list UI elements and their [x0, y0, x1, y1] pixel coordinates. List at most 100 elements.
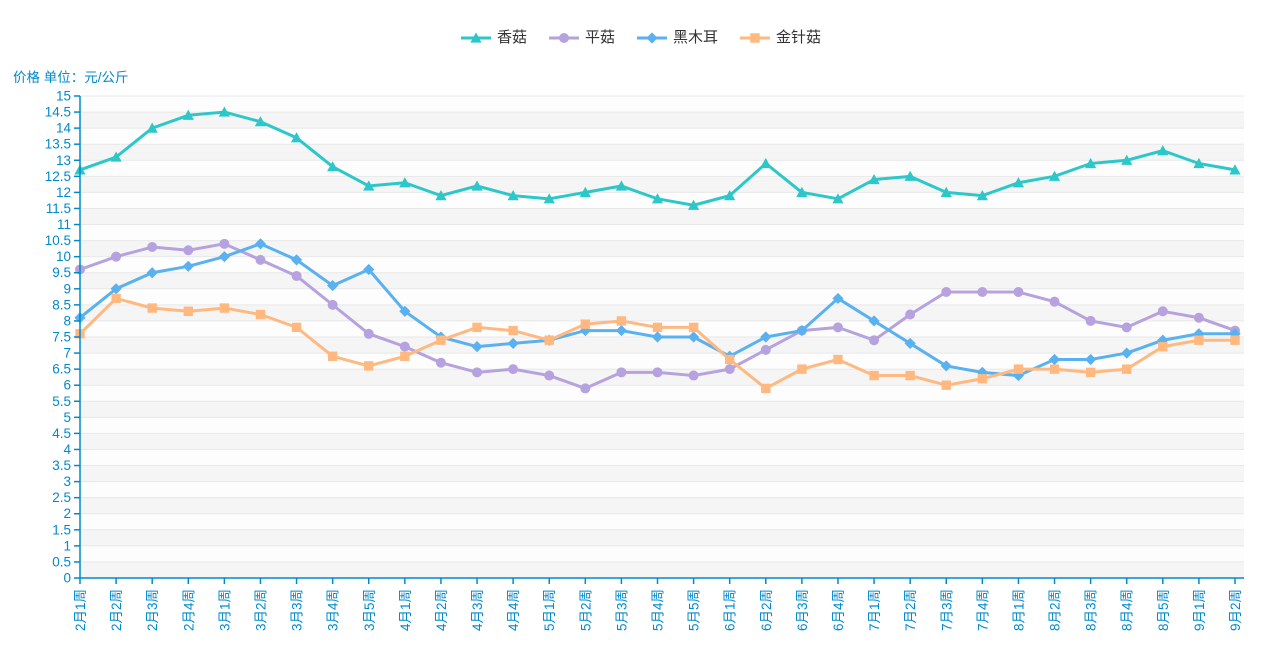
data-point-diamond	[1229, 328, 1241, 340]
data-point-circle	[147, 242, 158, 253]
data-point-square	[977, 374, 988, 384]
x-tick-label: 5月1周	[542, 589, 557, 631]
legend-item-4[interactable]: 金针菇	[740, 30, 821, 45]
y-tick-label: 9.5	[52, 265, 71, 280]
data-point-triangle	[110, 151, 122, 162]
data-point-square	[436, 335, 446, 345]
data-point-circle	[941, 287, 952, 298]
x-tick-label: 5月3周	[614, 589, 629, 631]
x-tick-label: 4月1周	[398, 589, 413, 631]
data-point-square	[327, 351, 338, 361]
data-point-diamond	[1193, 328, 1205, 340]
data-point-circle	[977, 287, 988, 298]
data-point-circle	[652, 367, 663, 378]
data-point-circle	[724, 364, 735, 375]
data-point-square	[1230, 335, 1240, 345]
x-tick-label: 3月3周	[290, 589, 305, 631]
data-point-circle	[1121, 322, 1132, 333]
data-point-diamond	[254, 238, 267, 250]
split-area-band	[80, 240, 1244, 257]
x-tick-label: 2月3周	[145, 589, 160, 631]
data-point-triangle	[327, 161, 339, 172]
data-point-triangle	[1229, 164, 1241, 175]
y-tick-label: 8	[63, 313, 71, 328]
y-tick-label: 6	[63, 378, 71, 393]
data-point-square	[905, 370, 915, 381]
data-point-diamond	[507, 337, 519, 350]
y-tick-label: 14.5	[45, 105, 71, 120]
data-point-square	[688, 322, 699, 333]
data-point-circle	[472, 367, 483, 378]
data-point-triangle	[1121, 154, 1133, 165]
data-point-diamond	[363, 263, 375, 276]
split-area-band	[80, 401, 1244, 418]
data-point-diamond	[796, 324, 808, 337]
y-tick-label: 3.5	[52, 458, 71, 473]
data-point-circle	[869, 335, 880, 346]
data-point-triangle	[1085, 157, 1097, 169]
data-point-triangle	[146, 122, 158, 133]
data-point-circle	[616, 367, 627, 378]
data-point-circle	[111, 251, 122, 262]
legend-item-3[interactable]: 黑木耳	[637, 30, 718, 45]
x-tick-label: 3月1周	[217, 589, 232, 631]
split-area-band	[80, 561, 1244, 578]
split-area-band	[80, 529, 1244, 546]
split-area-band	[80, 160, 1244, 177]
x-tick-label: 8月5周	[1156, 589, 1171, 631]
data-point-square	[1013, 364, 1024, 374]
data-point-diamond	[579, 324, 591, 337]
data-point-square	[724, 354, 735, 365]
data-point-triangle	[724, 190, 736, 201]
legend-label: 金针菇	[776, 29, 822, 46]
data-point-triangle	[182, 109, 194, 120]
x-tick-label: 6月2周	[759, 589, 774, 631]
data-point-triangle	[254, 116, 267, 127]
legend-item-1[interactable]: 香菇	[460, 30, 527, 45]
split-area-band	[80, 369, 1244, 386]
y-tick-label: 4	[63, 442, 71, 457]
data-point-circle	[1193, 312, 1204, 323]
split-area-band	[80, 353, 1244, 370]
data-point-triangle	[904, 170, 916, 181]
data-point-diamond	[1121, 347, 1133, 359]
y-tick-label: 0	[63, 571, 71, 586]
x-tick-label: 4月2周	[434, 589, 449, 631]
x-tick-label: 2月2周	[109, 589, 124, 631]
data-point-triangle	[435, 190, 447, 201]
data-point-triangle	[940, 186, 952, 197]
data-point-circle	[832, 322, 843, 333]
series-金针菇	[75, 293, 1240, 394]
x-tick-label: 3月5周	[362, 589, 377, 631]
data-point-circle	[255, 254, 266, 265]
data-point-triangle	[796, 186, 808, 197]
data-point-triangle	[1193, 157, 1205, 169]
y-tick-label: 6.5	[52, 362, 71, 377]
x-tick-label: 2月4周	[181, 589, 196, 631]
data-point-circle	[363, 328, 374, 339]
y-tick-label: 13.5	[45, 137, 71, 152]
data-point-circle	[688, 370, 699, 381]
data-point-circle	[1085, 315, 1096, 326]
split-area-band	[80, 304, 1244, 321]
data-point-square	[1085, 367, 1096, 378]
x-tick-label: 8月1周	[1011, 589, 1026, 631]
x-tick-label: 8月3周	[1084, 589, 1099, 631]
data-point-triangle	[471, 180, 483, 191]
data-point-triangle	[832, 193, 844, 204]
data-point-circle	[558, 32, 569, 43]
x-tick-label: 3月2周	[253, 589, 268, 631]
split-area-band	[80, 208, 1244, 225]
data-point-diamond	[760, 331, 772, 343]
x-tick-label: 3月4周	[326, 589, 341, 631]
legend-item-2[interactable]: 平菇	[548, 30, 615, 45]
split-area-band	[80, 433, 1244, 450]
data-point-circle	[399, 341, 410, 352]
data-point-diamond	[182, 260, 194, 272]
y-tick-label: 3	[63, 474, 71, 489]
data-point-diamond	[1085, 353, 1097, 366]
data-point-triangle	[579, 186, 591, 197]
data-point-square	[1158, 341, 1168, 352]
data-point-square	[291, 322, 302, 333]
data-point-triangle	[290, 132, 303, 143]
